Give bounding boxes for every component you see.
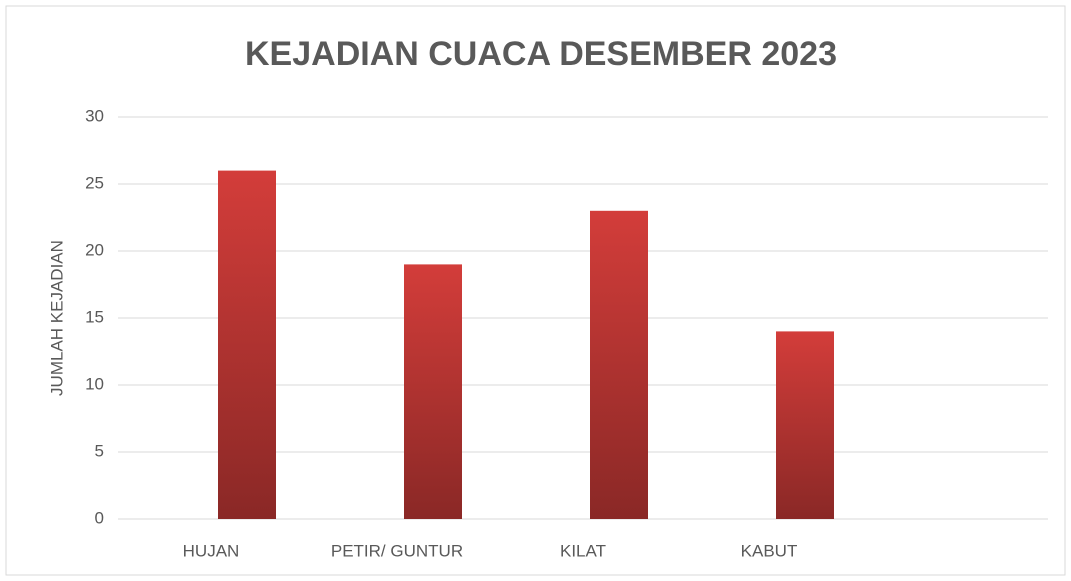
y-tick-label: 20: [85, 240, 104, 259]
x-tick-label: PETIR/ GUNTUR: [331, 541, 463, 560]
chart-frame: [5, 5, 1066, 576]
y-tick-label: 5: [95, 441, 104, 460]
bar: [218, 170, 276, 519]
x-tick-label: KABUT: [741, 541, 798, 560]
x-tick-label: HUJAN: [183, 541, 240, 560]
y-tick-label: 10: [85, 374, 104, 393]
y-tick-label: 15: [85, 307, 104, 326]
bar: [404, 264, 462, 519]
bar: [590, 210, 648, 520]
y-tick-label: 30: [85, 106, 104, 125]
bar: [776, 331, 834, 519]
y-axis-label: JUMLAH KEJADIAN: [47, 240, 66, 396]
y-tick-label: 0: [95, 508, 104, 527]
chart-title: KEJADIAN CUACA DESEMBER 2023: [245, 35, 837, 73]
y-tick-label: 25: [85, 173, 104, 192]
x-tick-label: KILAT: [560, 541, 606, 560]
